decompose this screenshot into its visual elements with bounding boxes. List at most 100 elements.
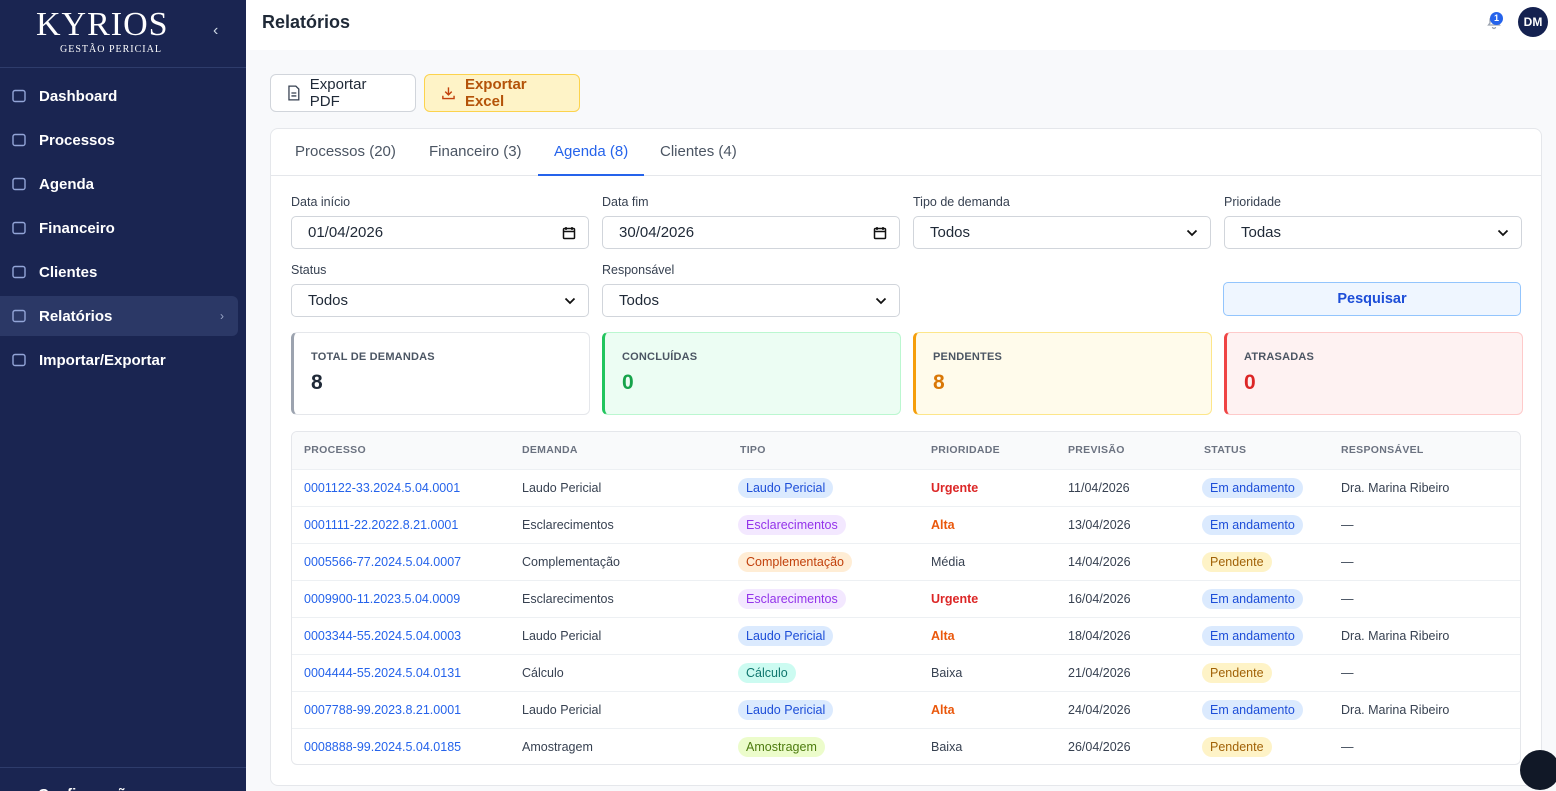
filter-input[interactable]: 30/04/2026	[602, 216, 900, 249]
nav-icon	[12, 89, 26, 103]
collapse-button[interactable]: ‹	[213, 22, 219, 39]
process-link[interactable]: 0004444-55.2024.5.04.0131	[304, 666, 462, 680]
tab[interactable]: Processos (20)	[295, 143, 396, 160]
export-pdf-button[interactable]: Exportar PDF	[270, 74, 416, 112]
cell: 0003344-55.2024.5.04.0003	[304, 618, 461, 655]
cell: Dra. Marina Ribeiro	[1341, 470, 1449, 507]
process-link[interactable]: 0008888-99.2024.5.04.0185	[304, 740, 462, 754]
nav-settings[interactable]: Configurações	[0, 767, 246, 791]
menu-fab[interactable]	[1520, 750, 1556, 790]
cell: Baixa	[931, 729, 963, 764]
cell: 11/04/2026	[1068, 470, 1130, 507]
column-header: STATUS	[1204, 444, 1247, 456]
page-title: Relatórios	[262, 12, 351, 32]
process-link[interactable]: 0003344-55.2024.5.04.0003	[304, 629, 462, 643]
cell: 0007788-99.2023.8.21.0001	[304, 692, 461, 729]
pdf-icon	[288, 85, 300, 101]
filter-input[interactable]: Todos	[291, 284, 589, 317]
cell: Em andamento	[1202, 581, 1303, 618]
cell-text: Dra. Marina Ribeiro	[1341, 703, 1450, 717]
nav-label: Clientes	[39, 263, 98, 281]
cell-text: 21/04/2026	[1068, 666, 1131, 680]
avatar[interactable]: DM	[1518, 7, 1548, 37]
table-row: 0009900-11.2023.5.04.0009 Esclarecimentos…	[292, 580, 1520, 617]
filter-input[interactable]: Todas	[1224, 216, 1522, 249]
cell-text: 11/04/2026	[1068, 481, 1130, 495]
chevron-icon	[1186, 229, 1198, 236]
stat-label: ATRASADAS	[1244, 351, 1315, 363]
nav-label: Financeiro	[39, 219, 115, 237]
cell-text: Laudo Pericial	[522, 629, 602, 643]
cell: 0008888-99.2024.5.04.0185	[304, 729, 462, 764]
cell: Pendente	[1202, 729, 1272, 764]
cell: Cálculo	[738, 655, 796, 692]
type-tag: Laudo Pericial	[738, 700, 834, 720]
notification-badge: 1	[1490, 12, 1503, 25]
filter-input[interactable]: Todos	[602, 284, 900, 317]
column-header: TIPO	[740, 444, 766, 456]
tab[interactable]: Financeiro (3)	[429, 143, 522, 160]
cell: Pendente	[1202, 544, 1272, 581]
export-excel-button[interactable]: Exportar Excel	[424, 74, 580, 112]
nav-item[interactable]: Importar/Exportar	[0, 340, 238, 380]
filter-label: Tipo de demanda	[913, 195, 1010, 209]
cell: 0004444-55.2024.5.04.0131	[304, 655, 461, 692]
nav-item[interactable]: Agenda	[0, 164, 238, 204]
cell: Esclarecimentos	[738, 581, 846, 618]
filter-value: Todos	[930, 224, 971, 241]
cell-text: —	[1341, 555, 1354, 569]
cell-text: —	[1341, 592, 1354, 606]
search-button[interactable]: Pesquisar	[1223, 282, 1521, 316]
table-header: PROCESSO DEMANDA TIPO PRIORIDADE PREVISÃO STA…	[292, 432, 1520, 469]
process-link[interactable]: 0009900-11.2023.5.04.0009	[304, 592, 461, 606]
cell: Amostragem	[522, 729, 593, 764]
tab[interactable]: Clientes (4)	[660, 143, 737, 160]
cell: Laudo Pericial	[738, 692, 834, 729]
filter-input[interactable]: Todos	[913, 216, 1211, 249]
nav-icon	[12, 309, 26, 323]
nav-icon	[12, 221, 26, 235]
cell: Esclarecimentos	[522, 581, 614, 618]
type-tag: Complementação	[738, 552, 852, 572]
nav-label: Dashboard	[39, 87, 118, 105]
nav-label: Agenda	[39, 175, 95, 193]
nav-item[interactable]: Clientes	[0, 252, 238, 292]
nav-icon	[12, 265, 26, 279]
cell: 0009900-11.2023.5.04.0009	[304, 581, 460, 618]
topbar: Relatórios 1 DM	[246, 0, 1556, 50]
table-row: 0007788-99.2023.8.21.0001 Laudo Pericial L…	[292, 691, 1520, 728]
priority: Média	[931, 555, 966, 569]
process-link[interactable]: 0007788-99.2023.8.21.0001	[304, 703, 462, 717]
filter-input[interactable]: 01/04/2026	[291, 216, 589, 249]
cell: Em andamento	[1202, 618, 1303, 655]
table-row: 0004444-55.2024.5.04.0131 Cálculo Cálculo B…	[292, 654, 1520, 691]
sidebar: KYRIOS GESTÃO PERICIAL ‹ Dashboard Proces…	[0, 0, 246, 791]
stat-value: 0	[622, 371, 634, 394]
process-link[interactable]: 0001111-22.2022.8.21.0001	[304, 518, 459, 532]
cell-text: 24/04/2026	[1068, 703, 1131, 717]
nav-item[interactable]: Processos	[0, 120, 238, 160]
priority: Baixa	[931, 740, 963, 754]
cell-text: 14/04/2026	[1068, 555, 1131, 569]
priority: Alta	[931, 629, 955, 643]
tab[interactable]: Agenda (8)	[538, 129, 645, 176]
process-link[interactable]: 0005566-77.2024.5.04.0007	[304, 555, 462, 569]
logo: KYRIOS	[36, 6, 169, 43]
cell-text: Complementação	[522, 555, 620, 569]
cell: Esclarecimentos	[522, 507, 614, 544]
nav-item[interactable]: Dashboard	[0, 76, 238, 116]
type-tag: Cálculo	[738, 663, 796, 683]
priority: Alta	[931, 518, 955, 532]
logo-subtitle: GESTÃO PERICIAL	[60, 44, 162, 55]
nav-item[interactable]: Financeiro	[0, 208, 238, 248]
priority: Baixa	[931, 666, 963, 680]
chevron: ›	[220, 309, 224, 323]
cell: Amostragem	[738, 729, 825, 764]
cell: Complementação	[738, 544, 852, 581]
cell: Esclarecimentos	[738, 507, 846, 544]
process-link[interactable]: 0001122-33.2024.5.04.0001	[304, 481, 461, 495]
nav-item[interactable]: Relatórios ›	[0, 296, 238, 336]
cell: 14/04/2026	[1068, 544, 1131, 581]
